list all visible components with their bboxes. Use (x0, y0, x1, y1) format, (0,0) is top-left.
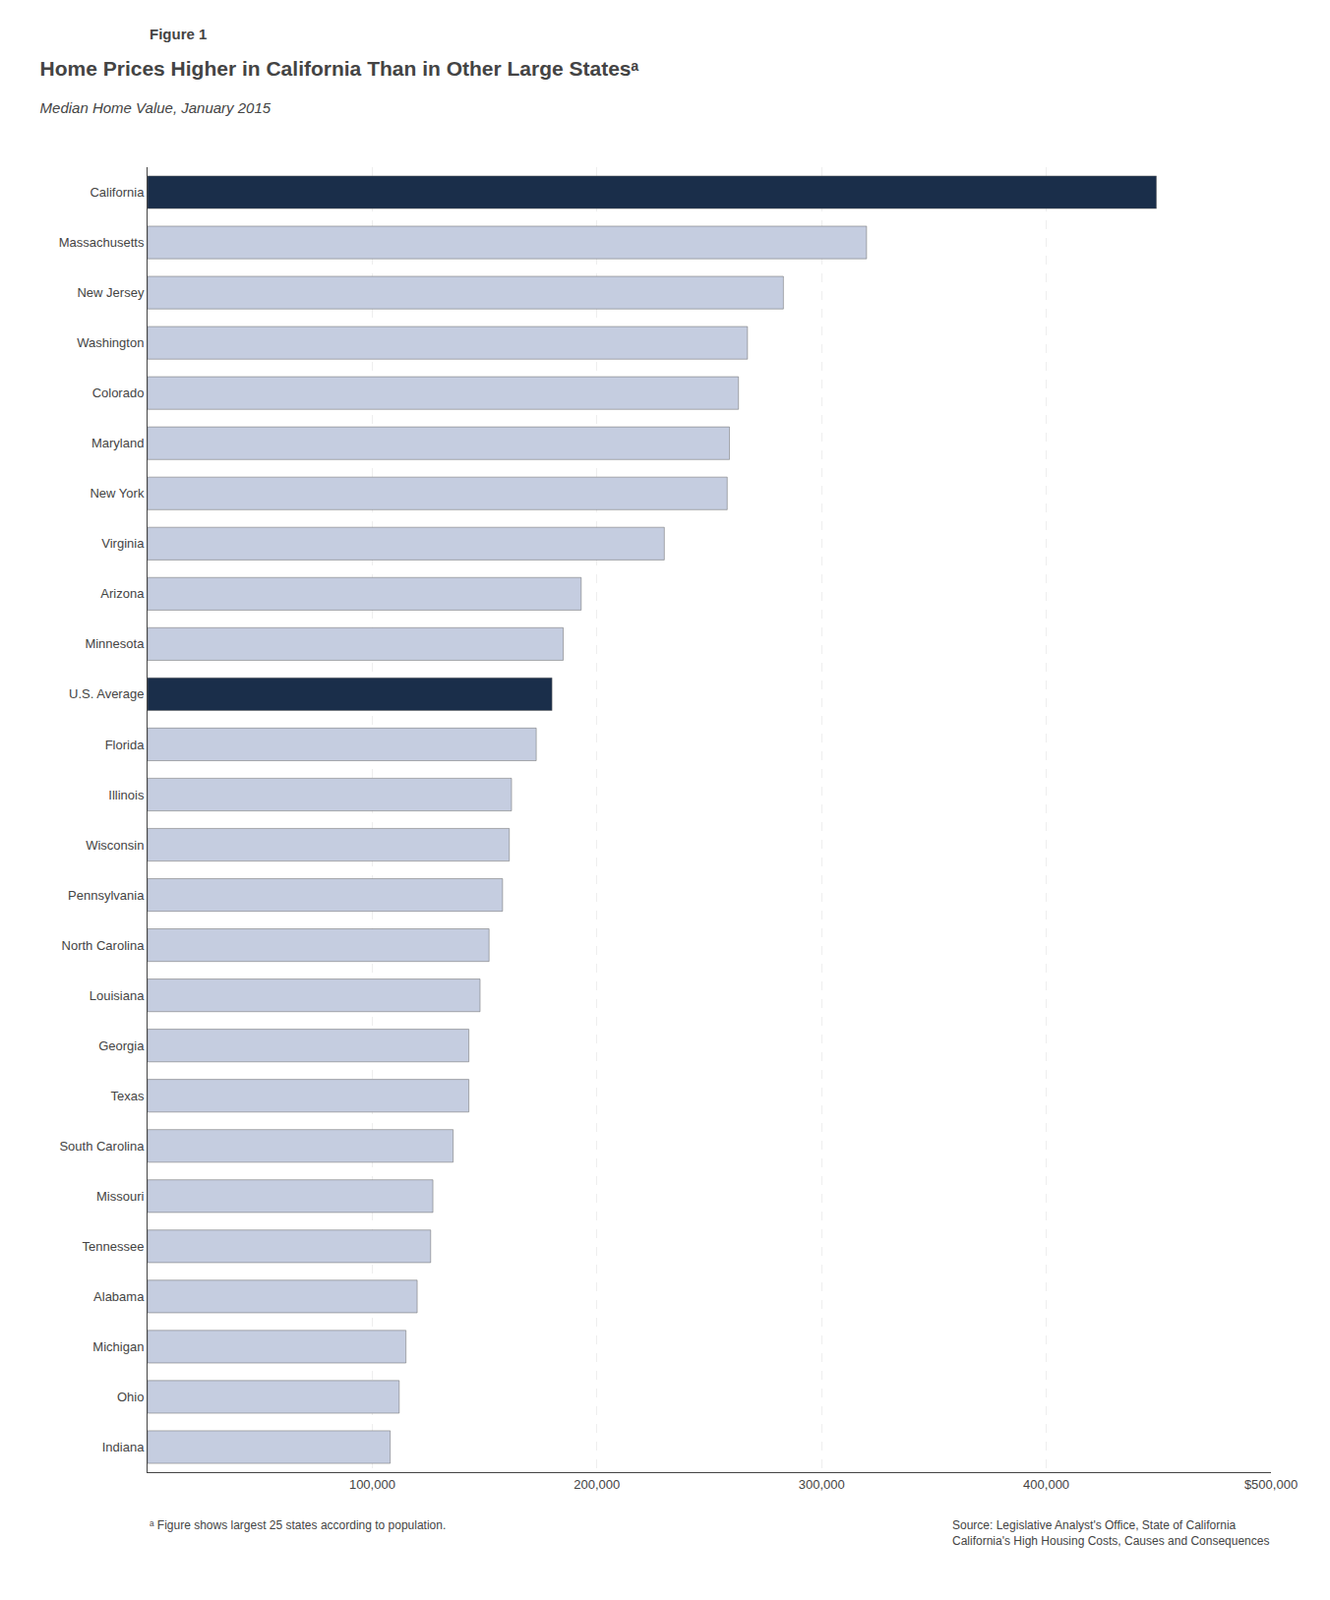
svg-text:North Carolina: North Carolina (61, 938, 146, 954)
svg-text:Texas: Texas (110, 1088, 144, 1104)
svg-text:300,000: 300,000 (798, 1477, 846, 1493)
svg-text:Home Prices Higher in Californ: Home Prices Higher in California Than in… (40, 57, 640, 80)
svg-text:Figure 1: Figure 1 (149, 25, 207, 43)
svg-text:U.S. Average: U.S. Average (68, 686, 144, 702)
svg-text:Washington: Washington (76, 335, 144, 351)
svg-text:Tennessee: Tennessee (82, 1239, 145, 1255)
svg-text:Wisconsin: Wisconsin (85, 838, 144, 853)
svg-text:Louisiana: Louisiana (89, 988, 145, 1004)
svg-text:Indiana: Indiana (102, 1440, 145, 1455)
svg-text:Massachusetts: Massachusetts (59, 235, 145, 250)
svg-text:New Jersey: New Jersey (76, 285, 144, 301)
svg-text:Illinois: Illinois (108, 787, 145, 803)
svg-text:Michigan: Michigan (92, 1339, 144, 1355)
svg-text:Alabama: Alabama (93, 1289, 145, 1305)
svg-text:Source: Legislative Analyst's: Source: Legislative Analyst's Office, St… (952, 1518, 1270, 1549)
svg-text:Minnesota: Minnesota (84, 636, 145, 652)
svg-text:ᵃ Figure shows largest 25 stat: ᵃ Figure shows largest 25 states accordi… (149, 1518, 446, 1533)
svg-text:Median Home Value, January 201: Median Home Value, January 2015 (40, 99, 272, 117)
svg-text:South Carolina: South Carolina (59, 1139, 145, 1154)
svg-text:Arizona: Arizona (100, 586, 145, 602)
svg-text:Pennsylvania: Pennsylvania (67, 888, 145, 904)
svg-text:Colorado: Colorado (92, 385, 145, 401)
svg-text:California: California (89, 184, 145, 200)
svg-text:Maryland: Maryland (91, 435, 144, 451)
svg-text:Virginia: Virginia (101, 536, 145, 551)
svg-text:New York: New York (89, 485, 144, 501)
svg-text:100,000: 100,000 (349, 1477, 396, 1493)
svg-text:Ohio: Ohio (117, 1390, 144, 1405)
svg-text:Missouri: Missouri (96, 1189, 145, 1205)
svg-text:400,000: 400,000 (1023, 1477, 1070, 1493)
svg-text:200,000: 200,000 (573, 1477, 620, 1493)
svg-text:Florida: Florida (105, 736, 146, 752)
svg-text:Georgia: Georgia (98, 1038, 145, 1054)
svg-text:$500,000: $500,000 (1244, 1477, 1298, 1493)
